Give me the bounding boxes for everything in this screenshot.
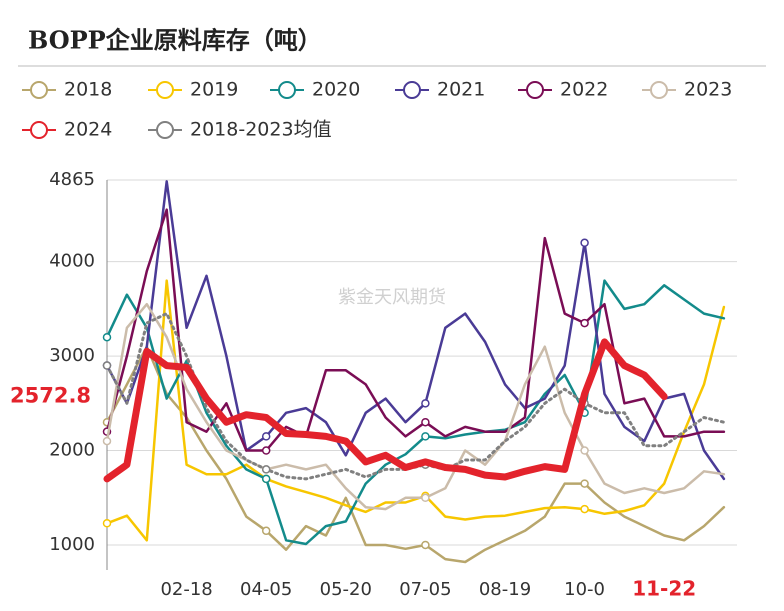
legend-label: 2018 [64,79,112,101]
series-line [105,345,726,564]
series-marker [102,332,112,342]
y-tick-label: 2000 [49,440,95,461]
series-marker [421,493,430,503]
series-marker [421,399,430,408]
legend-marker [30,81,48,99]
legend-marker [278,81,296,99]
x-tick-label: 08-19 [479,579,531,600]
legend-item: 2018-2023均值 [148,119,332,141]
series-line [105,302,726,511]
end-label: 2572.8 [10,383,91,407]
series-marker [421,540,430,550]
series-line [103,338,668,483]
legend-marker [156,81,174,99]
legend-marker [30,121,48,139]
series-marker [580,238,589,248]
series-marker [261,465,271,474]
series-marker [102,361,112,370]
series-line [105,180,726,481]
legend-item: 2020 [270,79,360,101]
y-tick-label: 3000 [49,345,95,366]
x-tick-label: 05-20 [320,579,372,600]
series-line [105,279,726,542]
legend-marker [156,121,174,139]
legend-label: 2019 [190,79,238,101]
legend-marker [526,81,544,99]
x-tick-label: 04-05 [240,579,292,600]
chart-title: BOPP企业原料库存（吨） [28,26,322,55]
x-tick-label: 11-22 [632,577,696,601]
series-marker [580,318,589,328]
series-marker [102,519,112,528]
legend-label: 2022 [560,79,608,101]
series-marker [580,479,589,488]
legend-label: 2021 [437,79,485,101]
legend-label: 2023 [684,79,732,101]
legend-item: 2019 [148,79,238,101]
legend-marker [650,81,668,99]
series-marker [261,526,271,536]
legend-item: 2022 [518,79,608,101]
series-marker [102,436,112,446]
legend-item: 2024 [22,119,112,141]
legend-label: 2020 [312,79,360,101]
y-tick-label: 4000 [49,251,95,272]
legend-label: 2024 [64,119,112,141]
end-label-bg [4,381,104,412]
legend-item: 2021 [395,79,485,101]
legend-item: 2018 [22,79,112,101]
series-marker [580,446,589,455]
watermark: 紫金天风期货 [338,287,446,308]
x-tick-label: 07-05 [399,579,451,600]
legend-item: 2023 [642,79,732,101]
series-marker [421,417,430,427]
series-marker [421,432,430,441]
series-marker [261,446,271,455]
legend-marker [403,81,421,99]
x-tick-label: 10-0 [564,579,605,600]
legend-label: 2018-2023均值 [190,119,332,141]
series-line [105,279,726,546]
x-tick-label: 02-18 [160,579,212,600]
y-tick-label: 4865 [49,169,95,190]
series-marker [261,432,271,441]
series-marker [580,504,589,514]
series-marker [261,474,271,484]
y-tick-label: 1000 [49,534,95,555]
